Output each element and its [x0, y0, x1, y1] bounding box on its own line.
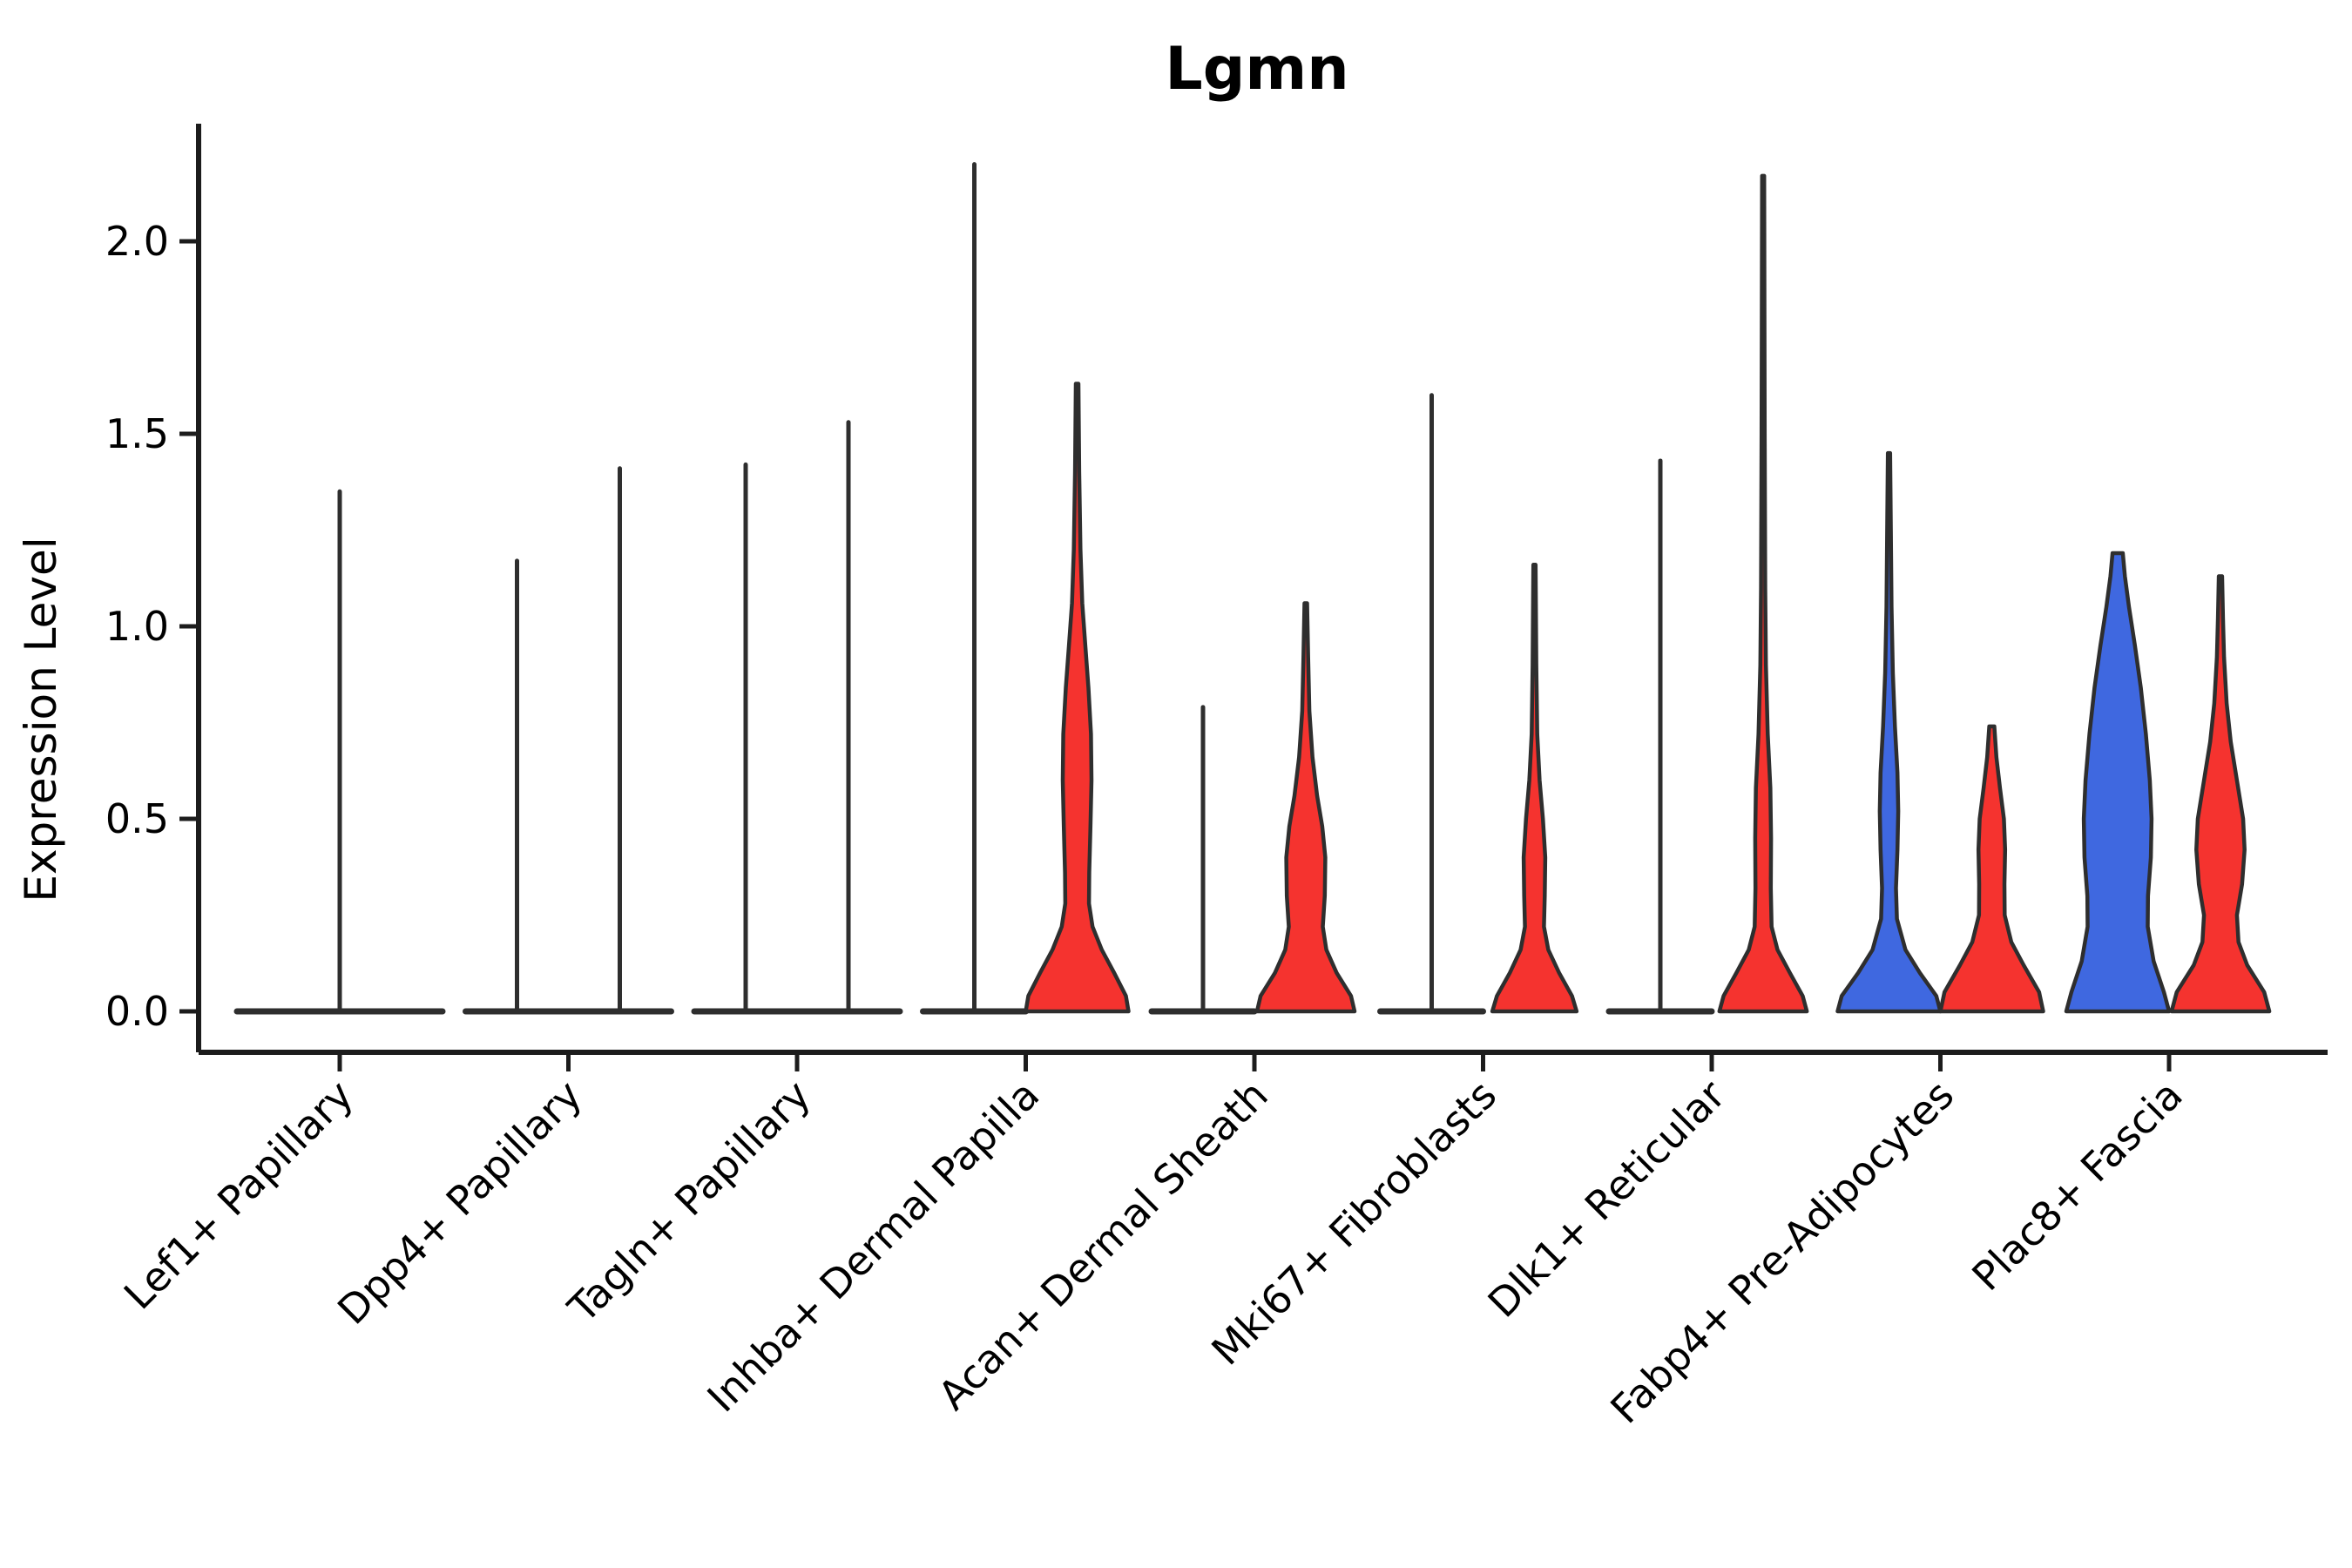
- violins: [233, 162, 2272, 1015]
- x-tick-label: Dlk1+ Reticular: [1479, 1071, 1734, 1327]
- x-tick-label: Dpp4+ Papillary: [328, 1071, 591, 1334]
- x-tick-label: Tagln+ Papillary: [558, 1071, 820, 1333]
- x-tick-label: Plac8+ Fascia: [1963, 1071, 2191, 1300]
- violin-red: [1938, 724, 2045, 1014]
- y-tick-label: 0.0: [105, 988, 169, 1035]
- y-tick-label: 2.0: [105, 218, 169, 265]
- y-tick-label: 1.5: [105, 410, 169, 457]
- violin-blue: [2064, 551, 2172, 1014]
- axes: 0.0 0.5 1.0 1.5 2.0: [105, 124, 2328, 1071]
- y-tick-label: 0.5: [105, 795, 169, 842]
- violin-red: [1254, 601, 1357, 1014]
- y-tick-label: 1.0: [105, 603, 169, 650]
- violin-red: [1490, 563, 1579, 1014]
- violin-red: [1024, 382, 1131, 1014]
- y-axis-label: Expression Level: [16, 537, 66, 902]
- violin-blue: [1835, 450, 1943, 1014]
- violin-red: [2169, 574, 2272, 1014]
- chart-title: Lgmn: [1165, 35, 1348, 104]
- x-tick-label: Lef1+ Papillary: [115, 1071, 362, 1319]
- violin-red: [1717, 173, 1809, 1014]
